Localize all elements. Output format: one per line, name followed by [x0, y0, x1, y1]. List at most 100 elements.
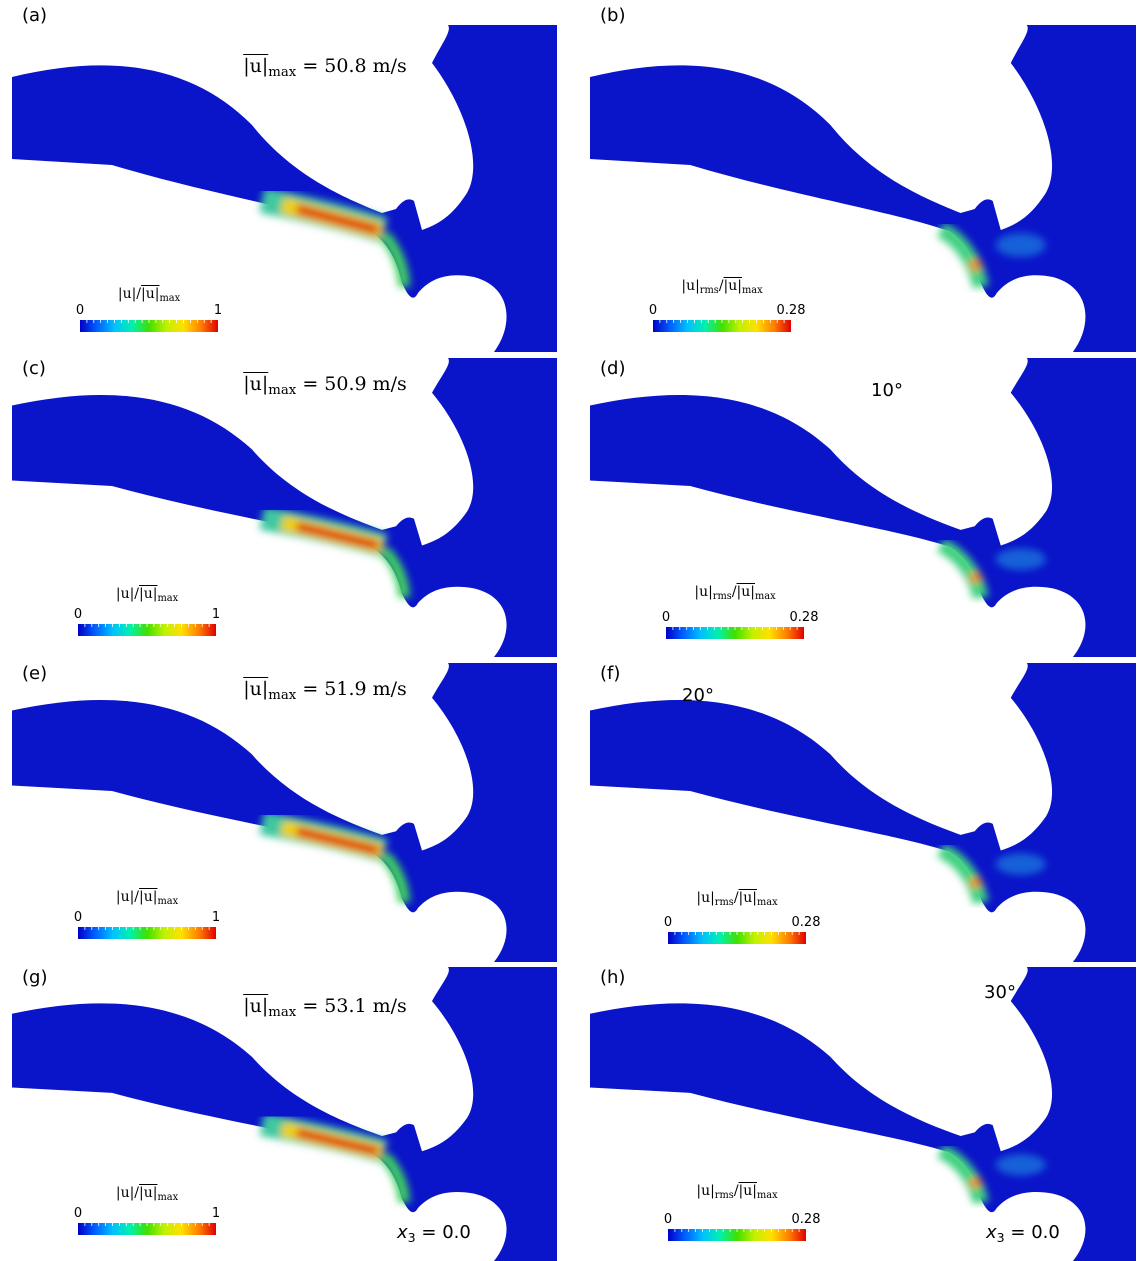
- panel-label: (a): [22, 5, 47, 26]
- colorbar: [666, 627, 804, 639]
- text-part: max: [268, 383, 296, 398]
- colorbar-max: 1: [214, 303, 222, 318]
- text-part: rms: [715, 897, 734, 908]
- panel-label: (e): [22, 663, 47, 684]
- colorbar-title: |u|/|u|max: [116, 1185, 178, 1203]
- text-part: = 50.8 m/s: [296, 55, 407, 77]
- colorbar-min: 0: [76, 303, 84, 318]
- text-part: |u|: [696, 890, 714, 906]
- angle-label: 10°: [871, 380, 903, 401]
- colorbar-title: |u|/|u|max: [116, 586, 178, 604]
- text-part: |u|: [694, 584, 712, 600]
- mixing: [996, 853, 1046, 875]
- colorbar: [653, 320, 791, 332]
- text-part: |u|: [243, 55, 268, 77]
- text-part: = 0.0: [416, 1222, 471, 1243]
- domain: [590, 358, 1136, 657]
- colorbar-max: 1: [212, 607, 220, 622]
- text-part: |u|: [739, 890, 757, 906]
- text-part: max: [268, 688, 296, 703]
- colorbar-min: 0: [662, 610, 670, 625]
- angle-label: 20°: [682, 685, 714, 706]
- text-part: |u|: [243, 678, 268, 700]
- colorbar-title: |u|rms/|u|max: [696, 890, 777, 908]
- hotspot: [970, 572, 982, 583]
- text-part: x: [397, 1222, 408, 1243]
- text-part: = 51.9 m/s: [296, 678, 407, 700]
- colorbar-max: 0.28: [792, 915, 821, 930]
- text-part: max: [268, 1005, 296, 1020]
- colorbar-title: |u|/|u|max: [118, 286, 180, 304]
- text-part: |u|: [139, 889, 157, 905]
- colorbar-min: 0: [664, 1212, 672, 1227]
- text-part: max: [757, 897, 778, 908]
- panel-label: (d): [600, 358, 625, 379]
- colorbar-max: 1: [212, 1206, 220, 1221]
- text-part: = 0.0: [1005, 1222, 1060, 1243]
- text-part: |u|: [141, 286, 159, 302]
- max-velocity: |u|max = 51.9 m/s: [243, 678, 407, 703]
- colorbar: [78, 624, 216, 636]
- text-part: max: [157, 896, 178, 907]
- text-part: rms: [700, 285, 719, 296]
- text-part: max: [742, 285, 763, 296]
- max-velocity: |u|max = 53.1 m/s: [243, 995, 407, 1020]
- colorbar: [78, 927, 216, 939]
- panel-label: (h): [600, 967, 625, 988]
- colorbar: [80, 320, 218, 332]
- colorbar-min: 0: [649, 303, 657, 318]
- colorbar-title: |u|rms/|u|max: [681, 278, 762, 296]
- text-part: |u|/: [116, 586, 139, 602]
- flow-field: [12, 663, 557, 962]
- domain: [590, 25, 1136, 352]
- panel-label: (g): [22, 967, 47, 988]
- text-part: |u|: [739, 1183, 757, 1199]
- colorbar-title: |u|rms/|u|max: [696, 1183, 777, 1201]
- colorbar-min: 0: [74, 910, 82, 925]
- text-part: max: [757, 1190, 778, 1201]
- domain: [12, 663, 557, 962]
- text-part: |u|: [243, 373, 268, 395]
- colorbar-title: |u|rms/|u|max: [694, 584, 775, 602]
- text-part: max: [157, 1192, 178, 1203]
- text-part: = 53.1 m/s: [296, 995, 407, 1017]
- text-part: x: [986, 1222, 997, 1243]
- colorbar-min: 0: [74, 1206, 82, 1221]
- hotspot: [970, 259, 982, 271]
- text-part: = 50.9 m/s: [296, 373, 407, 395]
- text-part: rms: [713, 591, 732, 602]
- colorbar-min: 0: [664, 915, 672, 930]
- max-velocity: |u|max = 50.8 m/s: [243, 55, 407, 80]
- max-velocity: |u|max = 50.9 m/s: [243, 373, 407, 398]
- colorbar-max: 0.28: [792, 1212, 821, 1227]
- text-part: |u|: [724, 278, 742, 294]
- panel-label: (f): [600, 663, 620, 684]
- text-part: max: [755, 591, 776, 602]
- colorbar: [78, 1223, 216, 1235]
- text-part: |u|: [243, 995, 268, 1017]
- position-label: x3 = 0.0: [986, 1222, 1060, 1245]
- panel-label: (c): [22, 358, 46, 379]
- text-part: 3: [997, 1230, 1005, 1245]
- colorbar: [668, 932, 806, 944]
- colorbar-max: 1: [212, 910, 220, 925]
- text-part: rms: [715, 1190, 734, 1201]
- panel-label: (b): [600, 5, 625, 26]
- angle-label: 30°: [984, 982, 1016, 1003]
- text-part: |u|: [139, 1185, 157, 1201]
- mixing: [996, 233, 1046, 257]
- colorbar-max: 0.28: [790, 610, 819, 625]
- text-part: |u|/: [116, 1185, 139, 1201]
- text-part: max: [268, 65, 296, 80]
- text-part: |u|: [681, 278, 699, 294]
- mixing: [996, 548, 1046, 570]
- colorbar-title: |u|/|u|max: [116, 889, 178, 907]
- flow-field: [12, 358, 557, 657]
- figure: (a)|u|max = 50.8 m/s|u|/|u|max01(b)|u|rm…: [0, 0, 1146, 1261]
- domain: [12, 358, 557, 657]
- text-part: 3: [408, 1230, 416, 1245]
- colorbar: [668, 1229, 806, 1241]
- colorbar-max: 0.28: [777, 303, 806, 318]
- colorbar-min: 0: [74, 607, 82, 622]
- text-part: max: [157, 593, 178, 604]
